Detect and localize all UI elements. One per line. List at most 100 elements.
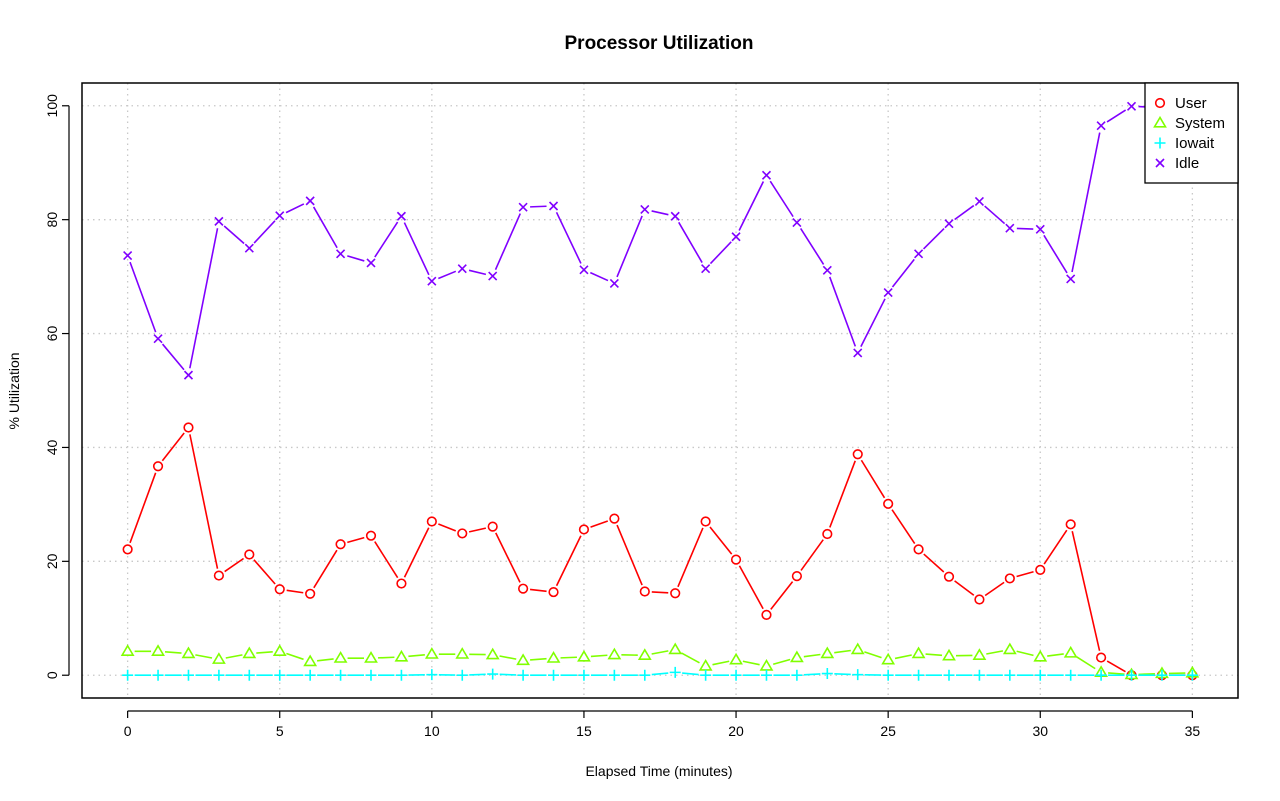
x-tick-label: 0 bbox=[124, 723, 132, 739]
data-point-user bbox=[122, 544, 133, 555]
data-point-iowait bbox=[1156, 669, 1168, 681]
data-point-user bbox=[305, 588, 316, 599]
data-point-user bbox=[609, 513, 620, 524]
series-line-system bbox=[590, 654, 608, 658]
data-point-user bbox=[213, 570, 224, 581]
data-point-system bbox=[637, 648, 652, 660]
data-point-iowait bbox=[304, 669, 316, 681]
series-line-system bbox=[742, 660, 760, 666]
series-line-idle bbox=[860, 298, 886, 348]
data-point-system bbox=[911, 646, 926, 659]
data-point-user bbox=[1035, 564, 1046, 575]
data-point-idle bbox=[336, 249, 346, 259]
data-point-user bbox=[152, 461, 164, 472]
data-point-idle bbox=[244, 243, 254, 253]
series-line-user bbox=[313, 549, 338, 589]
series-line-user bbox=[224, 557, 245, 573]
data-point-system bbox=[272, 644, 287, 656]
series-line-idle bbox=[678, 221, 703, 263]
data-point-iowait bbox=[395, 669, 407, 681]
series-line-user bbox=[860, 459, 886, 499]
series-line-system bbox=[712, 660, 730, 666]
data-point-iowait bbox=[913, 669, 925, 681]
data-point-user bbox=[913, 544, 924, 555]
series-line-idle bbox=[709, 241, 732, 265]
data-point-user bbox=[487, 521, 498, 532]
data-point-idle bbox=[518, 202, 528, 212]
data-point-idle bbox=[914, 249, 924, 259]
data-point-user bbox=[852, 449, 863, 460]
data-point-iowait bbox=[1186, 669, 1198, 681]
data-point-system bbox=[668, 642, 683, 655]
data-point-system bbox=[1033, 649, 1048, 662]
data-point-iowait bbox=[365, 669, 377, 681]
data-point-idle bbox=[701, 264, 711, 274]
data-point-idle bbox=[183, 370, 194, 380]
data-point-idle bbox=[1096, 121, 1106, 131]
series-line-user bbox=[189, 434, 219, 569]
data-point-idle bbox=[275, 211, 285, 221]
series-line-user bbox=[1043, 529, 1068, 565]
series-idle bbox=[123, 101, 1197, 380]
data-point-user bbox=[396, 578, 407, 589]
series-line-idle bbox=[494, 213, 522, 270]
data-point-user bbox=[639, 586, 650, 597]
data-point-system bbox=[424, 647, 439, 659]
data-point-system bbox=[303, 654, 318, 667]
data-point-iowait bbox=[639, 669, 651, 681]
series-line-user bbox=[529, 588, 547, 593]
data-point-iowait bbox=[821, 668, 833, 680]
data-point-system bbox=[850, 642, 865, 655]
series-line-user bbox=[495, 532, 521, 583]
data-point-idle bbox=[1005, 223, 1015, 233]
series-line-user bbox=[1071, 530, 1101, 651]
y-tick-label: 20 bbox=[44, 553, 60, 569]
data-point-system bbox=[607, 647, 622, 660]
series-line-user bbox=[709, 526, 733, 555]
data-point-system bbox=[333, 651, 348, 663]
x-tick-label: 25 bbox=[880, 723, 896, 739]
data-point-user bbox=[274, 584, 285, 595]
data-point-user bbox=[335, 539, 346, 550]
axes-layer: 0 5 10 15 20 25 30 35 0 20 40 60 80 100 bbox=[44, 82, 1239, 739]
legend: User System Iowait Idle bbox=[1144, 82, 1239, 184]
legend-label-iowait: Iowait bbox=[1175, 135, 1215, 152]
data-point-iowait bbox=[578, 669, 590, 681]
series-line-iowait bbox=[682, 672, 699, 676]
series-line-system bbox=[377, 656, 395, 659]
series-line-idle bbox=[530, 205, 547, 208]
data-point-idle bbox=[548, 201, 559, 211]
data-point-iowait bbox=[548, 669, 560, 681]
data-point-iowait bbox=[1095, 669, 1107, 681]
chart-title: Processor Utilization bbox=[565, 33, 754, 54]
data-point-idle bbox=[427, 276, 437, 286]
data-point-iowait bbox=[122, 669, 134, 681]
series-line-iowait bbox=[834, 672, 851, 676]
data-point-user bbox=[943, 571, 955, 582]
data-point-idle bbox=[153, 334, 163, 344]
data-point-iowait bbox=[243, 669, 255, 681]
data-point-iowait bbox=[152, 669, 164, 681]
data-point-user bbox=[700, 516, 711, 527]
data-point-system bbox=[759, 659, 774, 671]
data-point-system bbox=[698, 659, 713, 671]
series-line-system bbox=[286, 652, 304, 661]
data-point-idle bbox=[761, 170, 772, 180]
data-point-iowait bbox=[213, 669, 225, 681]
series-line-idle bbox=[374, 221, 399, 258]
x-tick-label: 10 bbox=[424, 723, 440, 739]
y-tick-label: 60 bbox=[44, 326, 60, 342]
series-line-user bbox=[374, 541, 399, 579]
series-line-idle bbox=[1043, 234, 1068, 274]
series-line-idle bbox=[1016, 227, 1034, 230]
x-tick-label: 20 bbox=[728, 723, 744, 739]
data-point-iowait bbox=[1034, 669, 1046, 681]
series-line-iowait bbox=[469, 673, 486, 676]
series-line-user bbox=[403, 527, 430, 578]
data-point-iowait bbox=[1065, 669, 1077, 681]
data-point-system bbox=[242, 646, 257, 659]
data-point-iowait bbox=[791, 669, 803, 681]
data-point-system bbox=[577, 649, 591, 662]
data-point-iowait bbox=[669, 666, 681, 678]
